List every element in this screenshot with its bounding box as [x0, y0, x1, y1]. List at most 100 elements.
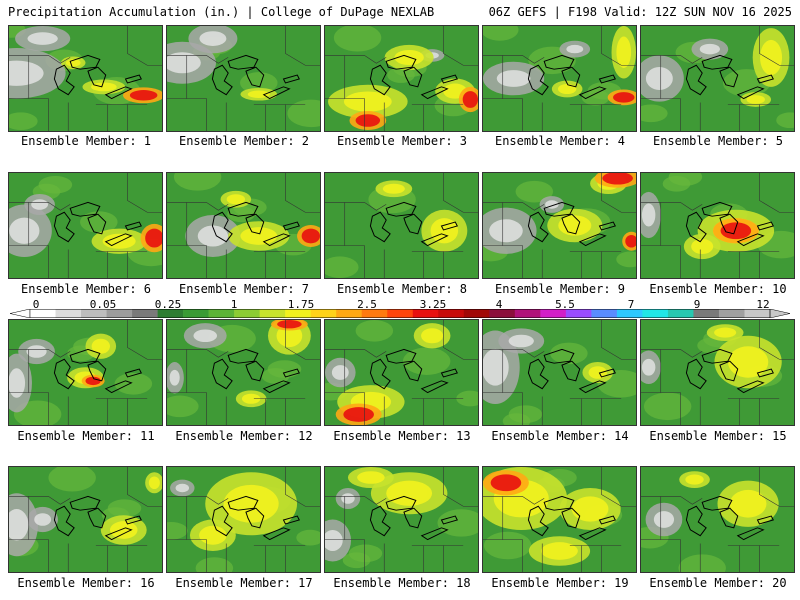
precip-field [483, 26, 636, 131]
ensemble-member-map [640, 25, 795, 132]
state-borders [9, 26, 162, 131]
colorbar-swatch [642, 309, 669, 318]
great-lakes-outline [211, 201, 300, 247]
great-lakes-outline [685, 54, 774, 100]
precip-field [483, 173, 636, 278]
ensemble-member-label: Ensemble Member: 3 [336, 134, 468, 148]
colorbar-swatch [591, 309, 618, 318]
state-borders [167, 320, 320, 425]
precip-field [325, 173, 478, 278]
chart-title: Precipitation Accumulation (in.) | Colle… [8, 5, 435, 19]
heavy-precip-area [91, 82, 117, 92]
ensemble-member-map [166, 319, 321, 426]
heavy-precip-area [430, 218, 459, 244]
great-lakes-outline [211, 54, 300, 100]
heavy-precip-area [386, 480, 433, 506]
extreme-precip-area [625, 234, 636, 248]
extreme-precip-area [301, 228, 320, 244]
extreme-precip-area [490, 474, 522, 492]
heavy-precip-area [746, 95, 765, 104]
precip-field [167, 26, 320, 131]
colorbar-tick-label: 1.75 [287, 298, 315, 311]
colorbar-swatch [234, 309, 260, 318]
extreme-precip-area [602, 173, 633, 185]
no-precip-area [641, 358, 656, 376]
great-lakes-outline [369, 348, 458, 394]
heavy-precip-area [727, 346, 769, 378]
no-precip-area [27, 32, 58, 45]
heavy-precip-area [91, 338, 110, 354]
ensemble-member-map [8, 319, 163, 426]
state-borders [325, 173, 478, 278]
colorbar-swatch [310, 309, 337, 318]
ensemble-member-map [166, 25, 321, 132]
heavy-precip-area [616, 36, 632, 68]
extreme-precip-area [720, 222, 752, 240]
no-precip-area [483, 348, 509, 386]
colorbar-swatch [718, 309, 745, 318]
colorbar-swatch [285, 309, 311, 318]
no-precip-area [9, 368, 26, 398]
no-precip-area [9, 509, 29, 541]
great-lakes-outline [527, 201, 616, 247]
colorbar-tick-label: 9 [693, 298, 701, 311]
heavy-precip-area [247, 90, 270, 99]
no-precip-area [197, 225, 229, 247]
colorbar-low-arrow [10, 309, 31, 318]
no-precip-area [496, 70, 531, 87]
precip-field [9, 26, 162, 131]
heavy-precip-area [558, 215, 592, 236]
heavy-precip-area [571, 496, 609, 522]
precip-field [483, 320, 636, 425]
colorbar-tick-label: 4 [495, 298, 503, 311]
colorbar-tick-label: 1 [230, 298, 238, 311]
colorbar-tick-label: 3.25 [419, 298, 447, 311]
great-lakes-outline [369, 201, 458, 247]
state-borders [325, 467, 478, 572]
ensemble-member-map [640, 319, 795, 426]
ensemble-member-label: Ensemble Member: 13 [333, 429, 471, 443]
extreme-precip-area [462, 91, 478, 108]
ensemble-member-map [482, 25, 637, 132]
colorbar-swatch [463, 309, 490, 318]
precip-field [167, 173, 320, 278]
ensemble-member-label: Ensemble Member: 1 [20, 134, 152, 148]
precip-colorbar [10, 309, 790, 318]
ensemble-member-map [482, 466, 637, 573]
ensemble-member-map [166, 466, 321, 573]
heavy-precip-area [223, 484, 279, 523]
no-precip-area [175, 483, 190, 493]
extreme-precip-area [145, 228, 162, 248]
ensemble-member-map [324, 172, 479, 279]
ensemble-member-map [640, 172, 795, 279]
great-lakes-outline [53, 495, 142, 541]
state-borders [167, 173, 320, 278]
ensemble-member-label: Ensemble Member: 9 [494, 282, 626, 296]
colorbar-tick-label: 0.25 [154, 298, 182, 311]
ensemble-member-map [324, 466, 479, 573]
ensemble-member-label: Ensemble Member: 14 [491, 429, 629, 443]
ensemble-member-map [324, 25, 479, 132]
state-borders [483, 173, 636, 278]
no-precip-area [653, 511, 675, 528]
great-lakes-outline [211, 495, 300, 541]
state-borders [641, 467, 794, 572]
ensemble-member-map [166, 172, 321, 279]
heavy-precip-area [557, 83, 577, 95]
colorbar-swatch [106, 309, 133, 318]
state-borders [483, 26, 636, 131]
state-borders [641, 173, 794, 278]
heavy-precip-area [421, 328, 444, 344]
state-borders [9, 320, 162, 425]
colorbar-swatch [132, 309, 158, 318]
great-lakes-outline [53, 54, 142, 100]
precip-field [641, 173, 794, 278]
great-lakes-outline [527, 348, 616, 394]
state-borders [483, 320, 636, 425]
ensemble-member-label: Ensemble Member: 17 [175, 576, 313, 590]
great-lakes-outline [685, 201, 774, 247]
no-precip-area [641, 203, 656, 227]
great-lakes-outline [527, 54, 616, 100]
colorbar-swatch [412, 309, 439, 318]
no-precip-area [566, 44, 584, 54]
